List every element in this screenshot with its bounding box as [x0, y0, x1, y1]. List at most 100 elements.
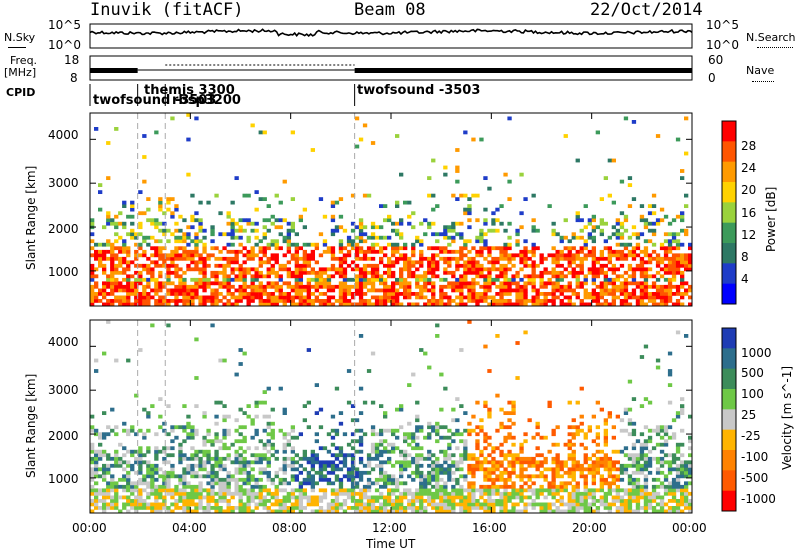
- power-cell: [567, 249, 572, 254]
- power-cell: [475, 260, 480, 265]
- velocity-cell: [611, 477, 617, 482]
- power-cell: [322, 214, 328, 219]
- power-cell: [214, 302, 219, 307]
- power-cell: [619, 221, 625, 226]
- power-cell: [555, 256, 560, 261]
- power-cell: [539, 253, 544, 258]
- power-cell: [166, 277, 171, 282]
- power-cell: [182, 302, 187, 307]
- velocity-ytick-3000: 3000: [48, 383, 79, 397]
- power-cell: [419, 249, 424, 254]
- velocity-cell: [567, 506, 572, 510]
- power-cell: [611, 200, 617, 205]
- power-ylabel: Slant Range [km]: [24, 165, 38, 270]
- power-cell: [387, 214, 392, 219]
- power-cell: [503, 263, 508, 268]
- power-cell: [571, 246, 576, 251]
- power-cell: [483, 207, 488, 212]
- velocity-cell: [515, 495, 520, 500]
- power-cell: [407, 260, 412, 265]
- velocity-cell: [451, 460, 456, 465]
- velocity-cell: [647, 506, 653, 510]
- power-cell: [266, 284, 271, 289]
- velocity-cell: [635, 509, 641, 514]
- velocity-cell: [190, 499, 195, 503]
- velocity-cell: [531, 488, 536, 493]
- power-cell: [142, 288, 147, 293]
- power-cell: [330, 288, 336, 293]
- velocity-cell: [294, 467, 300, 472]
- power-cell: [587, 249, 593, 254]
- power-cell: [234, 228, 239, 233]
- power-cell: [190, 249, 195, 254]
- velocity-cell: [467, 488, 472, 493]
- power-cell: [250, 295, 255, 300]
- power-cell: [310, 253, 316, 258]
- power-cell: [310, 148, 316, 152]
- velocity-cell: [258, 499, 263, 503]
- power-cell: [623, 288, 629, 293]
- power-cell: [350, 228, 356, 233]
- power-cell: [635, 284, 641, 289]
- velocity-cell: [250, 509, 255, 514]
- velocity-cell: [282, 477, 287, 482]
- power-cell: [142, 263, 147, 268]
- power-cell: [270, 292, 275, 296]
- power-cell: [154, 253, 159, 258]
- velocity-cell: [334, 456, 340, 461]
- power-cell: [194, 295, 199, 300]
- power-cell: [106, 211, 111, 216]
- power-cell: [627, 204, 633, 209]
- velocity-cell: [635, 456, 641, 461]
- velocity-cell: [643, 491, 649, 496]
- velocity-cell: [467, 481, 472, 486]
- velocity-cell: [258, 456, 263, 461]
- velocity-cell: [623, 407, 629, 412]
- velocity-cell: [374, 477, 380, 482]
- power-cell: [575, 218, 580, 223]
- power-cell: [507, 299, 512, 303]
- power-cell: [118, 246, 123, 251]
- power-cell: [306, 288, 312, 293]
- power-cell: [358, 235, 364, 240]
- power-cell: [306, 292, 312, 296]
- velocity-cell: [266, 414, 271, 419]
- power-cell: [278, 284, 283, 289]
- velocity-cell: [170, 425, 175, 430]
- power-cell: [110, 242, 115, 247]
- velocity-cell: [130, 449, 135, 454]
- power-cell: [110, 270, 115, 275]
- power-cell: [587, 221, 593, 226]
- power-cell: [286, 242, 292, 247]
- velocity-cell: [154, 446, 159, 451]
- power-cell: [370, 242, 376, 247]
- power-cell: [547, 270, 552, 275]
- velocity-cell: [166, 323, 171, 328]
- velocity-cell: [258, 477, 263, 482]
- velocity-cell: [170, 467, 175, 472]
- velocity-cell: [118, 477, 123, 482]
- power-cell: [170, 197, 175, 202]
- power-cell: [114, 246, 119, 251]
- power-cell: [358, 256, 364, 261]
- power-cell: [583, 253, 588, 258]
- power-cell: [282, 218, 287, 223]
- power-cell: [663, 277, 669, 282]
- power-cell: [515, 239, 520, 244]
- velocity-cell: [435, 470, 440, 475]
- power-cell: [475, 270, 480, 275]
- power-cell: [262, 197, 267, 202]
- velocity-cell: [507, 400, 512, 405]
- velocity-cell: [358, 435, 364, 440]
- power-cell: [358, 218, 364, 223]
- power-cell: [298, 299, 304, 303]
- power-cell: [487, 249, 492, 254]
- velocity-cell: [206, 509, 211, 514]
- power-cell: [675, 263, 681, 268]
- velocity-cell: [190, 432, 195, 437]
- velocity-cell: [202, 463, 207, 468]
- velocity-cell: [302, 404, 308, 409]
- power-cell: [463, 267, 468, 272]
- power-cell: [294, 281, 300, 286]
- velocity-cell: [619, 499, 625, 503]
